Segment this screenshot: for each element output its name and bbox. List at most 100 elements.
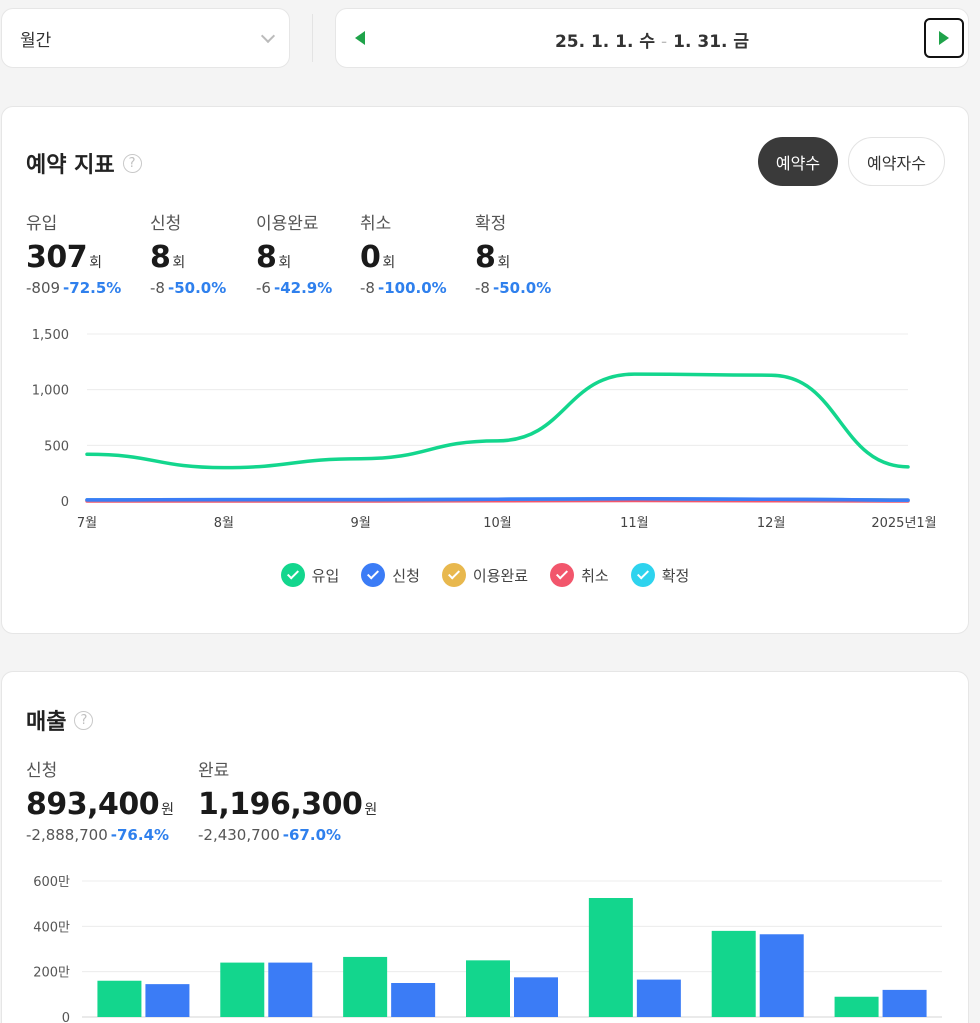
metric-unit: 원: [364, 802, 378, 818]
metric-value: 0: [360, 240, 381, 275]
bar-1-3: [514, 977, 558, 1017]
metric-change-pct: -76.4%: [110, 826, 170, 844]
date-range-end: 1. 31. 금: [673, 32, 750, 52]
help-icon[interactable]: ?: [122, 153, 142, 173]
x-tick-label: 2025년1월: [871, 516, 936, 531]
metric-value: 8: [256, 240, 277, 275]
toggle-reservant-count[interactable]: 예약자수: [848, 137, 945, 186]
caret-left-icon: [355, 31, 365, 45]
chart-legend: 유입 신청 이용완료 취소 확정: [2, 563, 968, 587]
legend-item[interactable]: 신청: [361, 563, 420, 587]
y-tick-label: 1,000: [32, 384, 69, 399]
caret-right-icon: [939, 31, 949, 45]
metric-label: 유입: [26, 214, 58, 234]
metric-change: -8: [360, 279, 375, 297]
metric-label: 이용완료: [256, 214, 319, 234]
metric-value-row: 893,400 원: [26, 787, 174, 822]
metric-change-pct: -100.0%: [377, 279, 447, 297]
sales-bar-chart: 0 200만 400만 600만: [2, 672, 968, 1023]
metric-change-pct: -50.0%: [492, 279, 552, 297]
bar-0-0: [97, 980, 142, 1017]
toggle-reservation-count[interactable]: 예약수: [758, 137, 838, 186]
metric-change: -2,888,700: [26, 826, 108, 844]
bar-0-3: [466, 960, 510, 1017]
y-tick-label: 200만: [33, 966, 70, 981]
bar-0-2: [343, 956, 388, 1017]
metric-value: 8: [150, 240, 171, 275]
date-range-separator: -: [661, 32, 668, 52]
bar-1-4: [636, 979, 681, 1017]
reservation-title: 예약 지표 ?: [26, 147, 142, 179]
check-icon: [361, 563, 386, 587]
x-tick-label: 9월: [351, 516, 371, 531]
legend-label: 유입: [311, 566, 340, 585]
metric-change: -8: [150, 279, 165, 297]
metric-change: -6: [256, 279, 271, 297]
y-tick-label: 400만: [33, 920, 70, 935]
metric-value-row: 1,196,300 원: [198, 787, 377, 822]
x-tick-label: 11월: [620, 516, 649, 531]
bar-chart-svg: 0 200만 400만 600만: [33, 875, 942, 1023]
bar-1-5: [759, 934, 804, 1017]
metric-unit: 회: [89, 255, 103, 271]
y-tick-label: 500: [44, 439, 69, 454]
bar-1-0: [145, 984, 190, 1017]
x-tick-label: 10월: [483, 516, 512, 531]
metric-change: -8: [475, 279, 490, 297]
metric-label: 확정: [475, 214, 507, 234]
series-line-1: [85, 497, 910, 502]
metric-change-row: -809 -72.5%: [26, 279, 121, 297]
y-tick-label: 1,500: [32, 328, 69, 343]
sales-title-text: 매출: [26, 710, 67, 735]
period-select[interactable]: 월간: [1, 8, 290, 68]
reservation-line-chart: 0 500 1,000 1,500 7월 8월 9월 10월 11월 12월 2025년1월: [2, 107, 968, 547]
legend-item[interactable]: 이용완료: [441, 563, 528, 587]
y-tick-label: 0: [62, 1011, 70, 1023]
legend-label: 취소: [581, 566, 609, 585]
filter-divider: [312, 14, 313, 62]
check-icon: [630, 563, 655, 587]
legend-item[interactable]: 유입: [280, 563, 340, 587]
metric-value: 307: [26, 240, 88, 275]
metric-value: 8: [475, 240, 496, 275]
date-range-start: 25. 1. 1. 수: [554, 32, 656, 52]
next-period-button[interactable]: [924, 18, 964, 58]
metric-unit: 회: [382, 255, 396, 271]
line-chart-svg: 0 500 1,000 1,500 7월 8월 9월 10월 11월 12월 2025년1월: [32, 328, 937, 531]
sales-title: 매출 ?: [26, 704, 94, 736]
reservation-title-text: 예약 지표: [26, 153, 115, 178]
metric-change-row: -8 -50.0%: [475, 279, 551, 297]
sales-metric-completed: 완료 1,196,300 원 -2,430,700 -67.0%: [198, 756, 377, 844]
y-tick-label: 600만: [33, 875, 70, 890]
sales-card: 매출 ? 신청 893,400 원 -2,888,700 -76.4% 완료 1,1…: [1, 671, 969, 1023]
metric-change-pct: -50.0%: [167, 279, 227, 297]
metric-value: 1,196,300: [198, 787, 363, 822]
bar-1-6: [882, 989, 927, 1017]
metric-change-row: -2,888,700 -76.4%: [26, 826, 174, 844]
legend-label: 신청: [392, 566, 420, 585]
metric-change: -809: [26, 279, 61, 297]
metric-change: -2,430,700: [198, 826, 280, 844]
x-tick-label: 12월: [757, 516, 786, 531]
prev-period-button[interactable]: [350, 28, 370, 48]
legend-label: 확정: [661, 566, 690, 585]
legend-item[interactable]: 취소: [550, 563, 609, 587]
legend-item[interactable]: 확정: [630, 563, 690, 587]
x-tick-label: 7월: [77, 516, 97, 531]
date-navigator: 25. 1. 1. 수 -1. 31. 금: [335, 8, 969, 68]
metric-change-row: -6 -42.9%: [256, 279, 332, 297]
metric-change-pct: -72.5%: [63, 279, 122, 297]
check-icon: [280, 563, 305, 587]
metric-change-row: -8 -100.0%: [360, 279, 447, 297]
chevron-down-icon: [260, 28, 276, 43]
help-icon[interactable]: ?: [74, 710, 94, 730]
check-icon: [550, 563, 575, 587]
